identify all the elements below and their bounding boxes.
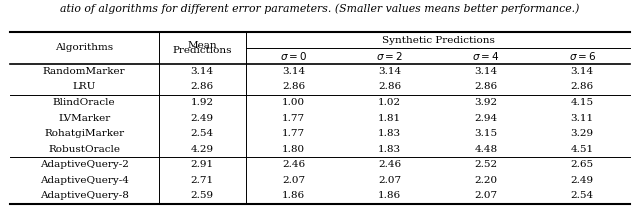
Text: 2.52: 2.52 [474,160,498,169]
Text: 2.65: 2.65 [571,160,594,169]
Text: $\sigma = 4$: $\sigma = 4$ [472,50,500,62]
Text: RobustOracle: RobustOracle [48,145,120,154]
Text: 1.86: 1.86 [378,191,401,200]
Text: 2.54: 2.54 [571,191,594,200]
Text: 3.14: 3.14 [571,67,594,76]
Text: Synthetic Predictions: Synthetic Predictions [381,36,494,45]
Text: AdaptiveQuery-4: AdaptiveQuery-4 [40,176,129,185]
Text: $\sigma = 2$: $\sigma = 2$ [376,50,403,62]
Text: 2.07: 2.07 [474,191,498,200]
Text: 4.29: 4.29 [191,145,214,154]
Text: 1.92: 1.92 [191,98,214,107]
Text: 1.00: 1.00 [282,98,305,107]
Text: 2.20: 2.20 [474,176,498,185]
Text: $\sigma = 6$: $\sigma = 6$ [569,50,596,62]
Text: 4.15: 4.15 [571,98,594,107]
Text: 2.07: 2.07 [378,176,401,185]
Text: 2.91: 2.91 [191,160,214,169]
Text: 1.77: 1.77 [282,129,305,138]
Text: 3.11: 3.11 [571,113,594,123]
Text: $\sigma = 0$: $\sigma = 0$ [280,50,307,62]
Text: 2.54: 2.54 [191,129,214,138]
Text: 4.48: 4.48 [474,145,498,154]
Text: Algorithms: Algorithms [55,43,113,52]
Text: 1.83: 1.83 [378,129,401,138]
Text: Mean: Mean [188,41,217,50]
Text: BlindOracle: BlindOracle [52,98,115,107]
Text: LRU: LRU [72,82,96,91]
Text: AdaptiveQuery-8: AdaptiveQuery-8 [40,191,129,200]
Text: 1.80: 1.80 [282,145,305,154]
Text: 2.46: 2.46 [282,160,305,169]
Text: 2.46: 2.46 [378,160,401,169]
Text: 4.51: 4.51 [571,145,594,154]
Text: 1.86: 1.86 [282,191,305,200]
Text: 2.86: 2.86 [378,82,401,91]
Text: atio of algorithms for different error parameters. (Smaller values means better : atio of algorithms for different error p… [60,3,580,14]
Text: RohatgiMarker: RohatgiMarker [44,129,124,138]
Text: 2.86: 2.86 [474,82,498,91]
Text: 2.49: 2.49 [191,113,214,123]
Text: 2.94: 2.94 [474,113,498,123]
Text: 2.59: 2.59 [191,191,214,200]
Text: 3.14: 3.14 [474,67,498,76]
Text: 2.86: 2.86 [191,82,214,91]
Text: LVMarker: LVMarker [58,113,110,123]
Text: 2.07: 2.07 [282,176,305,185]
Text: 1.83: 1.83 [378,145,401,154]
Text: 1.02: 1.02 [378,98,401,107]
Text: 3.29: 3.29 [571,129,594,138]
Text: 3.14: 3.14 [282,67,305,76]
Text: 3.92: 3.92 [474,98,498,107]
Text: 2.86: 2.86 [571,82,594,91]
Text: 3.14: 3.14 [191,67,214,76]
Text: 1.81: 1.81 [378,113,401,123]
Text: RandomMarker: RandomMarker [43,67,125,76]
Text: AdaptiveQuery-2: AdaptiveQuery-2 [40,160,129,169]
Text: 3.14: 3.14 [378,67,401,76]
Text: 2.86: 2.86 [282,82,305,91]
Text: 1.77: 1.77 [282,113,305,123]
Text: 3.15: 3.15 [474,129,498,138]
Text: 2.49: 2.49 [571,176,594,185]
Text: Predictions: Predictions [172,46,232,55]
Text: 2.71: 2.71 [191,176,214,185]
